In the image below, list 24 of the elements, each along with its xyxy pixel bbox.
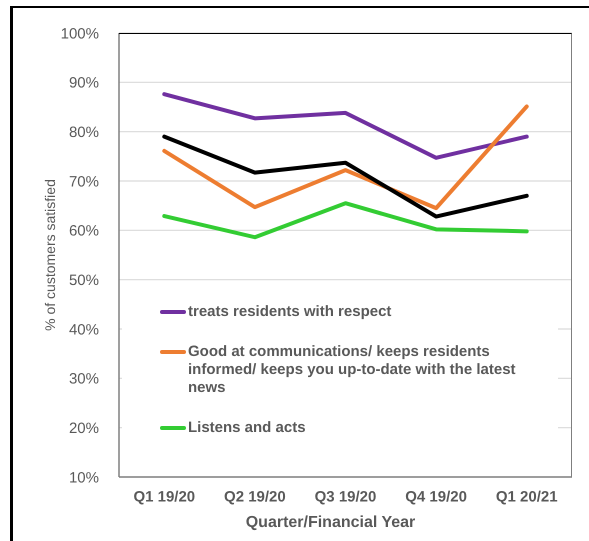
line-series [162,104,529,210]
y-tick-label: 90% [68,74,99,92]
y-tick-label: 20% [68,420,99,437]
x-tick-label: Q1 20/21 [496,488,558,506]
y-tick-label: 70% [68,173,99,190]
y-tick-label: 60% [68,222,99,240]
x-tick-label: Q3 19/20 [314,488,376,506]
x-axis-title: Quarter/Financial Year [246,514,416,531]
y-tick-label: 10% [68,469,99,486]
y-tick-label: 100% [60,25,99,42]
legend-label: treats residents with respect [188,303,392,321]
x-tick-label: Q4 19/20 [405,488,467,506]
y-axis-title: % of customers satisfied [42,179,58,331]
x-tick-label: Q1 19/20 [133,488,196,506]
y-tick-label: 30% [68,370,99,388]
line-series [162,201,529,240]
legend-label: Listens and acts [188,419,306,437]
line-series [162,92,529,160]
legend-label: Good at communications/ keeps residents informed/ keeps you up-to-date with the latest news [188,343,517,397]
y-tick-label: 80% [68,124,99,141]
line-series [162,134,529,219]
y-tick-label: 50% [68,272,99,289]
y-tick-label: 40% [68,321,99,338]
x-tick-label: Q2 19/20 [224,488,286,506]
